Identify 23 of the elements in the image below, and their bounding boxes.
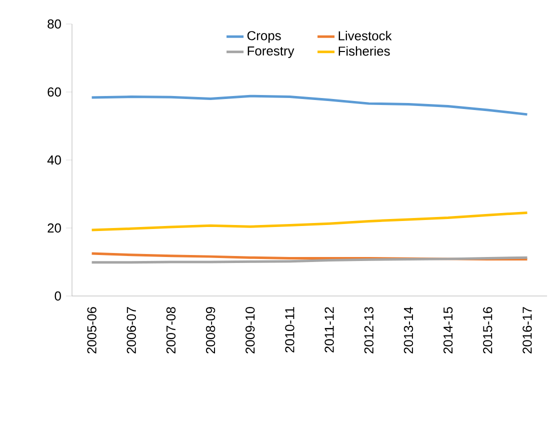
x-tick-label: 2011-12 (324, 307, 334, 352)
y-tick-label: 60 (48, 87, 61, 97)
y-tick-label: 20 (48, 223, 61, 233)
y-tick-label: 40 (47, 155, 61, 165)
y-tick-label: 0 (54, 291, 61, 301)
x-tick-label: 2006-07 (126, 307, 136, 354)
x-tick-label: 2016-17 (522, 307, 532, 354)
line-series (90, 211, 528, 232)
legend-label: Crops (247, 31, 281, 43)
x-tick-label: 2013-14 (404, 306, 414, 354)
x-tick-label: 2015-16 (483, 307, 492, 354)
x-tick-label: 2014-15 (443, 307, 453, 354)
x-tick-label: 2009-10 (246, 307, 255, 354)
x-tick-label: 2012-13 (364, 307, 374, 354)
legend-label: Fisheries (338, 46, 390, 56)
line-series (90, 94, 528, 116)
x-tick-label: 2008-09 (206, 307, 216, 354)
x-tick-label: 2005-06 (87, 307, 96, 354)
legend-label: Forestry (248, 46, 294, 58)
x-tick-label: 2007-08 (166, 307, 176, 354)
legend-label: Livestock (338, 30, 392, 40)
y-tick-label: 80 (48, 19, 61, 29)
x-tick-label: 2010-11 (285, 307, 294, 352)
